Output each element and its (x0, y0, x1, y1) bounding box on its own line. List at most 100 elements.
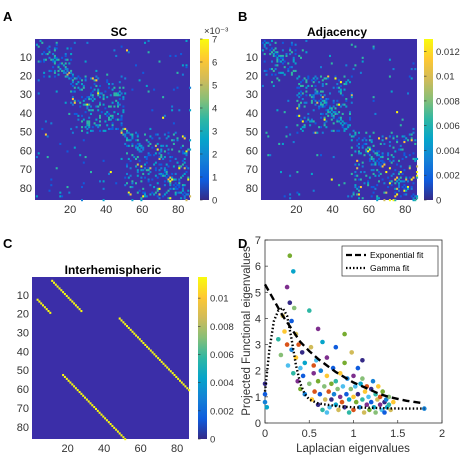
matrix-cell (66, 69, 69, 72)
matrix-cell (86, 96, 89, 99)
matrix-cell (405, 137, 408, 140)
matrix-cell (75, 77, 78, 80)
matrix-cell (367, 150, 370, 153)
scatter-point (331, 391, 337, 397)
matrix-cell (330, 112, 333, 115)
matrix-cell (91, 94, 94, 97)
matrix-cell (124, 77, 127, 80)
matrix-cell (321, 105, 324, 108)
matrix-cell (350, 146, 353, 149)
matrix-cell (403, 184, 406, 187)
matrix-cell (48, 69, 51, 72)
matrix-cell (398, 171, 400, 174)
matrix-cell (163, 171, 166, 174)
matrix-cell (368, 135, 371, 138)
matrix-cell (332, 111, 335, 114)
matrix-cell (55, 56, 58, 59)
matrix-cell (300, 94, 302, 97)
matrix-cell (301, 49, 304, 52)
scatter-point (391, 399, 396, 405)
matrix-cell (142, 187, 145, 190)
matrix-cell (298, 107, 301, 110)
interhemispheric-cell (102, 415, 105, 418)
matrix-cell (131, 154, 134, 157)
matrix-cell (320, 90, 322, 93)
scatter-point (377, 402, 383, 408)
matrix-cell (50, 178, 53, 181)
matrix-cell (327, 77, 330, 80)
matrix-cell (327, 75, 330, 78)
matrix-cell (115, 99, 118, 102)
matrix-cell (316, 77, 319, 80)
interhemispheric-cell (164, 364, 167, 367)
scatter-point (300, 373, 306, 379)
matrix-cell (75, 126, 78, 129)
matrix-cell (339, 118, 342, 121)
matrix-cell (368, 148, 371, 151)
matrix-cell (142, 148, 145, 151)
matrix-cell (405, 156, 408, 159)
matrix-cell (106, 96, 109, 99)
matrix-cell (77, 114, 80, 117)
interhemispheric-cell (47, 310, 50, 313)
matrix-cell (327, 114, 330, 117)
matrix-cell (378, 171, 380, 174)
matrix-cell (162, 172, 165, 175)
x-tick-label: 60 (134, 443, 146, 455)
interhemispheric-cell (177, 377, 180, 380)
x-tick-label: 20 (290, 204, 302, 216)
matrix-cell (185, 152, 188, 155)
scatter-point (351, 373, 356, 379)
matrix-cell (347, 124, 350, 127)
scatter-point (291, 371, 296, 376)
matrix-cell (410, 178, 413, 181)
matrix-cell (272, 84, 275, 87)
matrix-cell (298, 54, 301, 57)
matrix-cell (390, 90, 393, 93)
matrix-cell (305, 86, 308, 89)
matrix-cell (396, 180, 399, 183)
matrix-cell (108, 172, 110, 175)
matrix-cell (160, 144, 163, 147)
matrix-cell (70, 69, 73, 72)
matrix-cell (46, 135, 49, 138)
matrix-cell (356, 144, 359, 147)
matrix-cell (316, 131, 319, 134)
matrix-cell (312, 77, 315, 80)
y-tick-label: 10 (246, 52, 258, 64)
matrix-cell (296, 107, 299, 110)
scatter-point (367, 407, 372, 413)
interhemispheric-cell (58, 287, 61, 290)
matrix-cell (163, 169, 166, 172)
matrix-cell (390, 184, 393, 187)
matrix-cell (48, 51, 51, 54)
matrix-cell (126, 163, 128, 166)
interhemispheric-cell (122, 436, 125, 439)
matrix-cell (412, 197, 415, 200)
matrix-cell (267, 135, 270, 138)
matrix-cell (154, 169, 157, 172)
matrix-cell (88, 96, 91, 99)
matrix-cell (314, 92, 317, 95)
matrix-cell (412, 176, 415, 179)
matrix-cell (55, 167, 58, 170)
matrix-cell (55, 47, 58, 50)
matrix-cell (102, 199, 105, 202)
matrix-cell (378, 137, 380, 140)
matrix-cell (390, 154, 393, 157)
matrix-cell (403, 139, 406, 142)
matrix-cell (90, 105, 92, 108)
matrix-cell (120, 116, 123, 119)
scatter-point (291, 269, 296, 274)
matrix-cell (376, 152, 379, 155)
matrix-cell (154, 152, 157, 155)
matrix-cell (412, 127, 415, 130)
matrix-cell (178, 182, 181, 185)
matrix-cell (320, 98, 322, 101)
interhemispheric-cell (78, 308, 81, 311)
matrix-cell (403, 189, 406, 192)
matrix-cell (261, 49, 264, 52)
matrix-cell (401, 157, 404, 160)
matrix-cell (109, 127, 112, 130)
matrix-cell (276, 53, 279, 56)
